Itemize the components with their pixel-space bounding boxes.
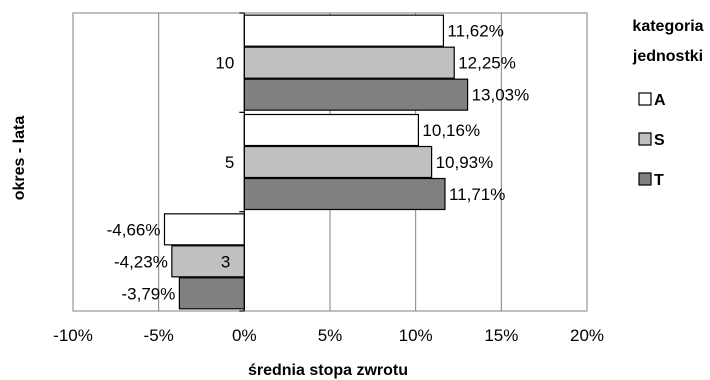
bar-S-3 <box>171 245 245 278</box>
x-tick-label-5: 15% <box>484 326 518 345</box>
x-tick-label-4: 10% <box>399 326 433 345</box>
x-tick-label-1: -5% <box>144 326 174 345</box>
data-label-T-3: -3,79% <box>122 284 176 303</box>
legend-title-line-2: jednostki <box>632 48 703 65</box>
bars <box>163 14 469 310</box>
x-axis-title: średnia stopa zwrotu <box>248 362 408 379</box>
bar-T-5 <box>243 177 446 211</box>
bar-S-5 <box>243 145 433 179</box>
data-label-A-3: -4,66% <box>107 220 161 239</box>
bar-T-3 <box>178 277 245 310</box>
y-axis-title: okres - lata <box>11 116 28 201</box>
x-tick-label-3: 5% <box>318 326 343 345</box>
legend-swatch-A <box>638 92 652 106</box>
legend-label-S: S <box>654 132 665 149</box>
data-label-T-5: 11,71% <box>449 185 505 204</box>
data-label-S-5: 10,93% <box>436 153 494 172</box>
legend-title-line-1: kategoria <box>632 18 703 35</box>
legend-swatch-S <box>638 132 652 146</box>
bar-S-10 <box>243 46 455 79</box>
x-tick-label-0: -10% <box>53 326 93 345</box>
bar-A-5 <box>243 113 420 147</box>
data-label-S-3: -4,23% <box>114 252 168 271</box>
category-label-3: 3 <box>221 252 230 271</box>
data-label-T-10: 13,03% <box>472 86 530 105</box>
legend-label-A: A <box>654 92 666 109</box>
x-tick-label-2: 0% <box>232 326 257 345</box>
legend-label-T: T <box>654 172 664 189</box>
data-label-A-5: 10,16% <box>422 121 480 140</box>
category-label-5: 5 <box>225 153 234 172</box>
bar-A-10 <box>243 14 445 47</box>
legend-swatch-T <box>638 172 652 186</box>
x-tick-label-6: 20% <box>570 326 604 345</box>
axes: -10% -5% 0% 5% 10% 15% 20% <box>53 12 604 345</box>
data-label-A-10: 11,62% <box>447 22 503 41</box>
labels: 11,62% 12,25% 13,03% 10 10,16% 10,93% 11,71% 5 -… <box>107 22 530 304</box>
plot-frame <box>72 12 588 312</box>
legend: kategoria jednostki A S T <box>632 18 704 189</box>
category-label-10: 10 <box>215 54 234 73</box>
data-label-S-10: 12,25% <box>458 54 516 73</box>
bar-T-10 <box>243 78 469 111</box>
bar-A-3 <box>163 213 245 246</box>
